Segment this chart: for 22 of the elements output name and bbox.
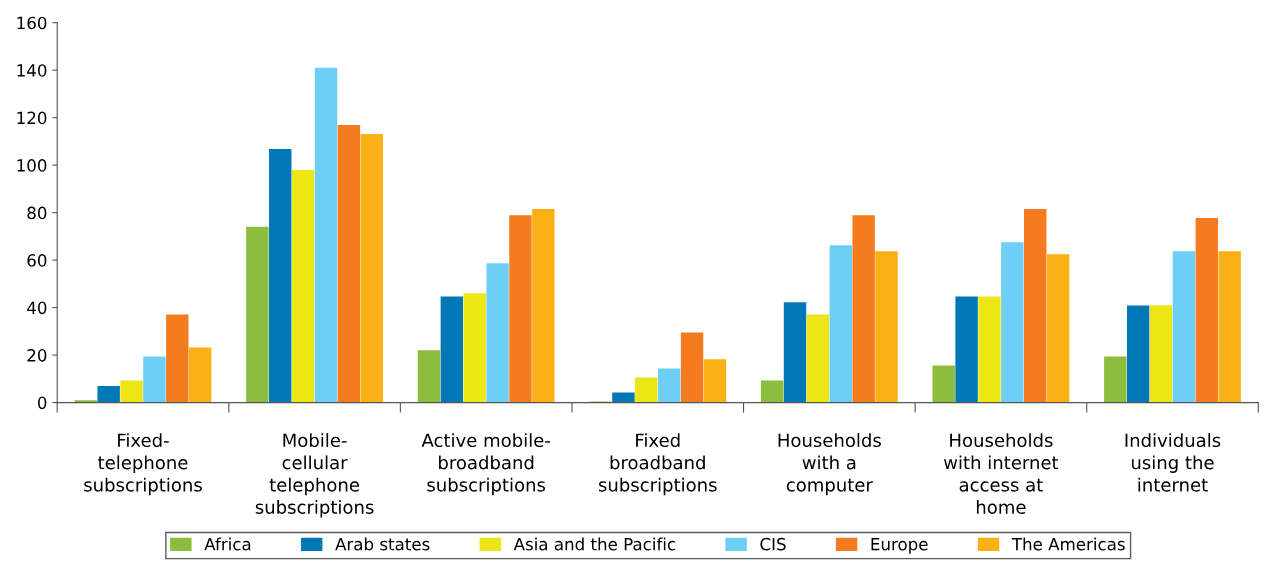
legend-label: Africa	[204, 537, 251, 551]
y-tick-label: 40	[27, 301, 47, 315]
x-tick-label: Fixed- telephone subscriptions	[84, 433, 202, 496]
y-tick-label: 160	[17, 16, 47, 30]
x-tick-label: Households with a computer	[778, 433, 881, 496]
x-tick-label: Mobile- cellular telephone subscriptions	[255, 433, 374, 518]
x-tick-label: Active mobile- broadband subscriptions	[421, 433, 550, 496]
legend-label: Asia and the Pacific	[513, 537, 676, 551]
legend-label: Arab states	[335, 537, 430, 551]
legend-label: Europe	[871, 538, 928, 554]
y-tick-label: 120	[17, 111, 47, 125]
y-tick-label: 20	[27, 349, 47, 362]
y-tick-label: 140	[17, 64, 47, 77]
x-tick-label: Households with internet access at home	[943, 433, 1059, 514]
y-tick-label: 60	[27, 254, 47, 267]
legend-label: CIS	[760, 537, 786, 551]
legend-label: The Americas	[1011, 537, 1125, 551]
y-tick-label: 80	[27, 206, 47, 220]
x-tick-label: Individuals using the internet	[1125, 433, 1221, 492]
y-tick-label: 0	[37, 396, 47, 410]
y-tick-label: 100	[17, 159, 47, 172]
x-tick-label: Fixed broadband subscriptions	[598, 433, 717, 496]
